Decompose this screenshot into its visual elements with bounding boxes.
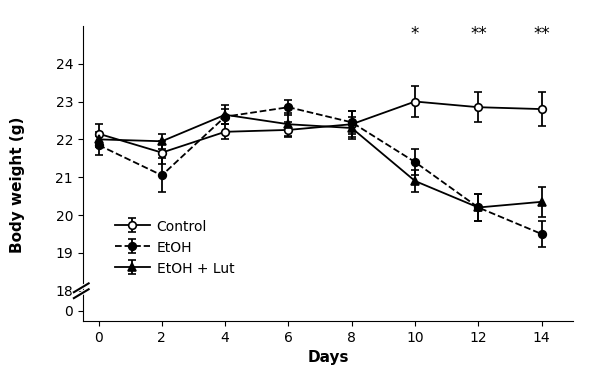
Legend: Control, EtOH, EtOH + Lut: Control, EtOH, EtOH + Lut (109, 214, 240, 281)
Text: **: ** (470, 25, 487, 43)
X-axis label: Days: Days (307, 350, 349, 365)
Text: **: ** (533, 25, 550, 43)
Text: Body weight (g): Body weight (g) (10, 116, 25, 253)
Text: *: * (411, 25, 419, 43)
